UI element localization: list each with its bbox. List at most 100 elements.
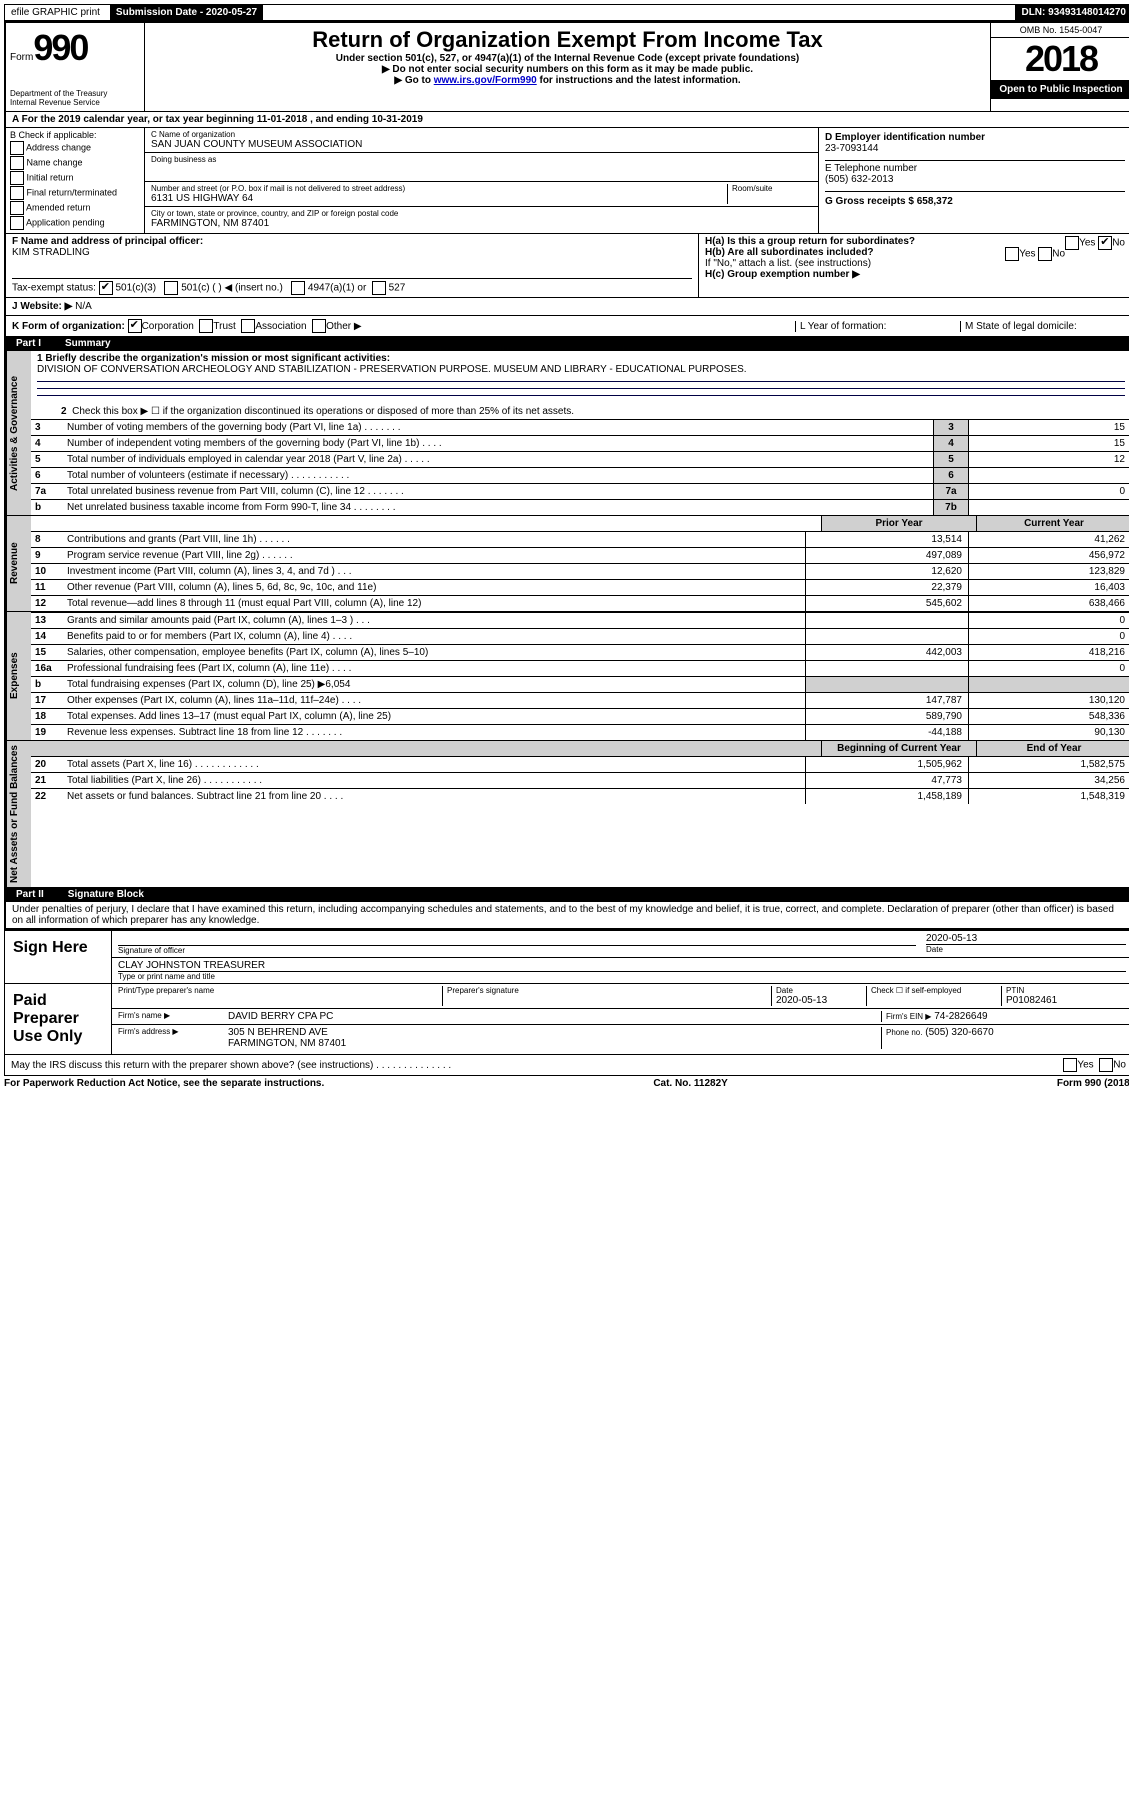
begin-year-hdr: Beginning of Current Year bbox=[821, 741, 976, 756]
org-name-label: C Name of organization bbox=[151, 130, 812, 139]
line2: 2 Check this box ▶ ☐ if the organization… bbox=[31, 404, 1129, 419]
col-b-title: B Check if applicable: bbox=[10, 130, 140, 140]
city: FARMINGTON, NM 87401 bbox=[151, 218, 812, 229]
table-row: 18Total expenses. Add lines 13–17 (must … bbox=[31, 708, 1129, 724]
table-row: 21Total liabilities (Part X, line 26) . … bbox=[31, 772, 1129, 788]
chk-amended[interactable]: Amended return bbox=[10, 201, 140, 215]
page-footer: For Paperwork Reduction Act Notice, see … bbox=[4, 1076, 1129, 1091]
revenue-vlabel: Revenue bbox=[6, 516, 31, 611]
gross-receipts: G Gross receipts $ 658,372 bbox=[825, 192, 1125, 207]
chk-4947[interactable] bbox=[291, 281, 305, 295]
table-row: 10Investment income (Part VIII, column (… bbox=[31, 563, 1129, 579]
top-bar: efile GRAPHIC print Submission Date - 20… bbox=[4, 4, 1129, 21]
form-title: Return of Organization Exempt From Incom… bbox=[149, 27, 986, 53]
form-subtitle-3: ▶ Go to www.irs.gov/Form990 for instruct… bbox=[149, 75, 986, 86]
table-row: 22Net assets or fund balances. Subtract … bbox=[31, 788, 1129, 804]
tax-exempt-label: Tax-exempt status: bbox=[12, 283, 96, 294]
dba-block: Doing business as bbox=[145, 153, 818, 182]
dln: DLN: 93493148014270 bbox=[1015, 5, 1129, 20]
footer-mid: Cat. No. 11282Y bbox=[653, 1078, 727, 1089]
addr: 6131 US HIGHWAY 64 bbox=[151, 193, 723, 204]
discuss-yes[interactable] bbox=[1063, 1058, 1077, 1072]
table-row: 16aProfessional fundraising fees (Part I… bbox=[31, 660, 1129, 676]
room-label: Room/suite bbox=[728, 184, 812, 204]
officer-name-line: CLAY JOHNSTON TREASURER Type or print na… bbox=[112, 958, 1129, 983]
discuss-no[interactable] bbox=[1099, 1058, 1113, 1072]
efile-label: efile GRAPHIC print bbox=[5, 5, 106, 20]
governance-block: Activities & Governance 1 Briefly descri… bbox=[6, 351, 1129, 516]
public-inspection: Open to Public Inspection bbox=[991, 80, 1129, 99]
sign-here-block: Sign Here Signature of officer 2020-05-1… bbox=[4, 931, 1129, 984]
ein-block: D Employer identification number 23-7093… bbox=[825, 130, 1125, 161]
form-year-block: OMB No. 1545-0047 2018 Open to Public In… bbox=[990, 23, 1129, 111]
addr-label: Number and street (or P.O. box if mail i… bbox=[151, 184, 723, 193]
form-subtitle-1: Under section 501(c), 527, or 4947(a)(1)… bbox=[149, 53, 986, 64]
table-row: 8Contributions and grants (Part VIII, li… bbox=[31, 531, 1129, 547]
form-subtitle-2: ▶ Do not enter social security numbers o… bbox=[149, 64, 986, 75]
table-row: 3Number of voting members of the governi… bbox=[31, 419, 1129, 435]
chk-501c3[interactable] bbox=[99, 281, 113, 295]
footer-right: Form 990 (2018) bbox=[1057, 1078, 1129, 1089]
chk-name[interactable]: Name change bbox=[10, 156, 140, 170]
part2-header: Part II Signature Block bbox=[6, 887, 1129, 902]
table-row: 7aTotal unrelated business revenue from … bbox=[31, 483, 1129, 499]
preparer-row1: Print/Type preparer's name Preparer's si… bbox=[112, 984, 1129, 1009]
m-state: M State of legal domicile: bbox=[960, 321, 1125, 332]
prior-year-hdr: Prior Year bbox=[821, 516, 976, 531]
line1: 1 Briefly describe the organization's mi… bbox=[31, 351, 1129, 404]
h-b-row: H(b) Are all subordinates included? Yes … bbox=[705, 247, 1125, 258]
table-row: 15Salaries, other compensation, employee… bbox=[31, 644, 1129, 660]
org-name-block: C Name of organization SAN JUAN COUNTY M… bbox=[145, 128, 818, 153]
expenses-vlabel: Expenses bbox=[6, 612, 31, 740]
col-d: D Employer identification number 23-7093… bbox=[819, 128, 1129, 233]
declaration: Under penalties of perjury, I declare th… bbox=[6, 902, 1129, 929]
l-year: L Year of formation: bbox=[795, 321, 960, 332]
chk-corp[interactable] bbox=[128, 319, 142, 333]
table-row: 14Benefits paid to or for members (Part … bbox=[31, 628, 1129, 644]
chk-assoc[interactable] bbox=[241, 319, 255, 333]
phone: (505) 632-2013 bbox=[825, 174, 1125, 185]
city-label: City or town, state or province, country… bbox=[151, 209, 812, 218]
form-title-block: Return of Organization Exempt From Incom… bbox=[145, 23, 990, 111]
sig-officer-line: Signature of officer 2020-05-13 Date bbox=[112, 931, 1129, 958]
chk-trust[interactable] bbox=[199, 319, 213, 333]
city-block: City or town, state or province, country… bbox=[145, 207, 818, 231]
chk-pending[interactable]: Application pending bbox=[10, 216, 140, 230]
table-row: bNet unrelated business taxable income f… bbox=[31, 499, 1129, 515]
block-bcd: B Check if applicable: Address change Na… bbox=[6, 128, 1129, 234]
chk-527[interactable] bbox=[372, 281, 386, 295]
block-fh: F Name and address of principal officer:… bbox=[6, 234, 1129, 298]
revenue-block: Revenue Prior Year Current Year 8Contrib… bbox=[6, 516, 1129, 612]
phone-block: E Telephone number (505) 632-2013 bbox=[825, 161, 1125, 192]
line1-text: DIVISION OF CONVERSATION ARCHEOLOGY AND … bbox=[37, 364, 1125, 375]
rev-header: Prior Year Current Year bbox=[31, 516, 1129, 531]
netassets-block: Net Assets or Fund Balances Beginning of… bbox=[6, 741, 1129, 887]
governance-vlabel: Activities & Governance bbox=[6, 351, 31, 515]
col-c: C Name of organization SAN JUAN COUNTY M… bbox=[145, 128, 819, 233]
officer-label: F Name and address of principal officer: bbox=[12, 236, 692, 247]
form990-link[interactable]: www.irs.gov/Form990 bbox=[434, 75, 537, 86]
website-value: N/A bbox=[75, 301, 92, 312]
chk-address[interactable]: Address change bbox=[10, 141, 140, 155]
tax-exempt-row: Tax-exempt status: 501(c)(3) 501(c) ( ) … bbox=[12, 278, 692, 295]
row-k: K Form of organization: Corporation Trus… bbox=[6, 316, 1129, 336]
chk-initial[interactable]: Initial return bbox=[10, 171, 140, 185]
ein-label: D Employer identification number bbox=[825, 132, 1125, 143]
form-container: Form990 Department of the Treasury Inter… bbox=[4, 21, 1129, 931]
table-row: bTotal fundraising expenses (Part IX, co… bbox=[31, 676, 1129, 692]
dept-treasury: Department of the Treasury bbox=[10, 89, 140, 98]
omb-number: OMB No. 1545-0047 bbox=[991, 23, 1129, 38]
chk-501c[interactable] bbox=[164, 281, 178, 295]
chk-other[interactable] bbox=[312, 319, 326, 333]
table-row: 17Other expenses (Part IX, column (A), l… bbox=[31, 692, 1129, 708]
form-header: Form990 Department of the Treasury Inter… bbox=[6, 23, 1129, 112]
table-row: 13Grants and similar amounts paid (Part … bbox=[31, 612, 1129, 628]
part2-title: Signature Block bbox=[68, 889, 144, 900]
h-c-row: H(c) Group exemption number ▶ bbox=[705, 269, 1125, 280]
form-word: Form bbox=[10, 52, 33, 63]
chk-final[interactable]: Final return/terminated bbox=[10, 186, 140, 200]
form-id-block: Form990 Department of the Treasury Inter… bbox=[6, 23, 145, 111]
table-row: 6Total number of volunteers (estimate if… bbox=[31, 467, 1129, 483]
firm-addr-row: Firm's address ▶ 305 N BEHREND AVEFARMIN… bbox=[112, 1025, 1129, 1051]
tax-year: 2018 bbox=[991, 38, 1129, 80]
